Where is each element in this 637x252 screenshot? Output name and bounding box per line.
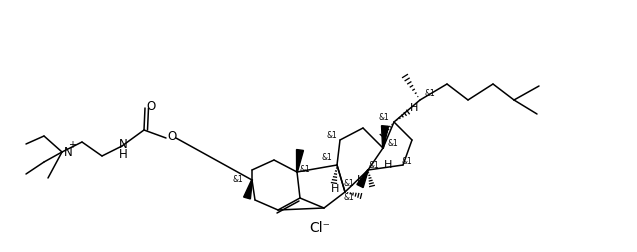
Text: H: H (118, 148, 127, 162)
Text: &1: &1 (378, 113, 389, 122)
Text: &1: &1 (388, 140, 398, 148)
Text: O: O (168, 130, 176, 142)
Text: H: H (357, 175, 365, 185)
Text: &1: &1 (401, 156, 412, 166)
Text: &1: &1 (343, 179, 354, 188)
Text: &1: &1 (327, 131, 338, 140)
Text: Cl⁻: Cl⁻ (310, 221, 331, 235)
Text: &1: &1 (343, 194, 354, 203)
Text: &1: &1 (369, 162, 380, 171)
Text: &1: &1 (322, 152, 333, 162)
Polygon shape (357, 170, 368, 187)
Text: H: H (384, 160, 392, 170)
Text: &1: &1 (425, 89, 435, 99)
Polygon shape (243, 180, 252, 199)
Text: +: + (68, 140, 76, 150)
Polygon shape (382, 126, 389, 148)
Text: N: N (64, 145, 73, 159)
Text: O: O (147, 100, 155, 112)
Text: N: N (118, 138, 127, 150)
Text: &1: &1 (233, 175, 243, 184)
Text: &1: &1 (299, 165, 310, 173)
Polygon shape (297, 149, 303, 172)
Text: H: H (331, 184, 339, 194)
Text: H: H (410, 103, 418, 113)
